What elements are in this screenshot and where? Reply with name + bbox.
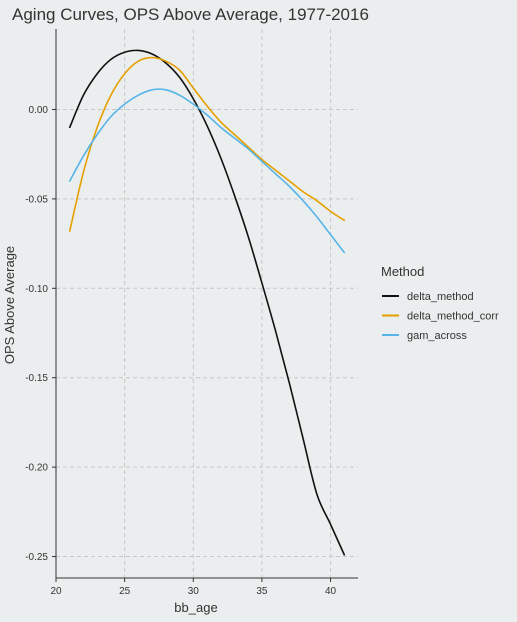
y-tick-label: -0.10: [25, 284, 48, 295]
series-line-delta-method-corr: [68, 56, 346, 232]
chart-title: Aging Curves, OPS Above Average, 1977-20…: [12, 5, 369, 24]
y-tick-label: -0.20: [25, 463, 48, 474]
series-line-gam-across: [68, 88, 346, 254]
grid: [55, 29, 358, 578]
y-tick-label: -0.05: [25, 194, 48, 205]
legend-label: gam_across: [407, 330, 467, 342]
x-tick-label: 25: [119, 586, 131, 597]
x-tick-label: 40: [325, 586, 337, 597]
axes: 20 25 30 35 40 0.00 -0.05 -0.10 -0.15 -0.20 -0.25: [25, 29, 358, 597]
x-tick-label: 35: [256, 586, 268, 597]
y-tick-label: -0.25: [25, 552, 48, 563]
legend: Method delta_method delta_method_corr gam_…: [381, 264, 499, 342]
y-tick-label: -0.15: [25, 373, 48, 384]
x-axis-title: bb_age: [174, 600, 217, 615]
legend-title: Method: [381, 264, 424, 279]
y-tick-label: 0.00: [29, 105, 49, 116]
plot-lines: [68, 49, 346, 556]
legend-label: delta_method_corr: [407, 311, 499, 323]
series-line-delta-method: [68, 49, 346, 556]
x-tick-label: 20: [50, 586, 62, 597]
y-axis-title: OPS Above Average: [2, 246, 17, 364]
legend-label: delta_method: [407, 291, 474, 303]
x-tick-label: 30: [188, 586, 200, 597]
